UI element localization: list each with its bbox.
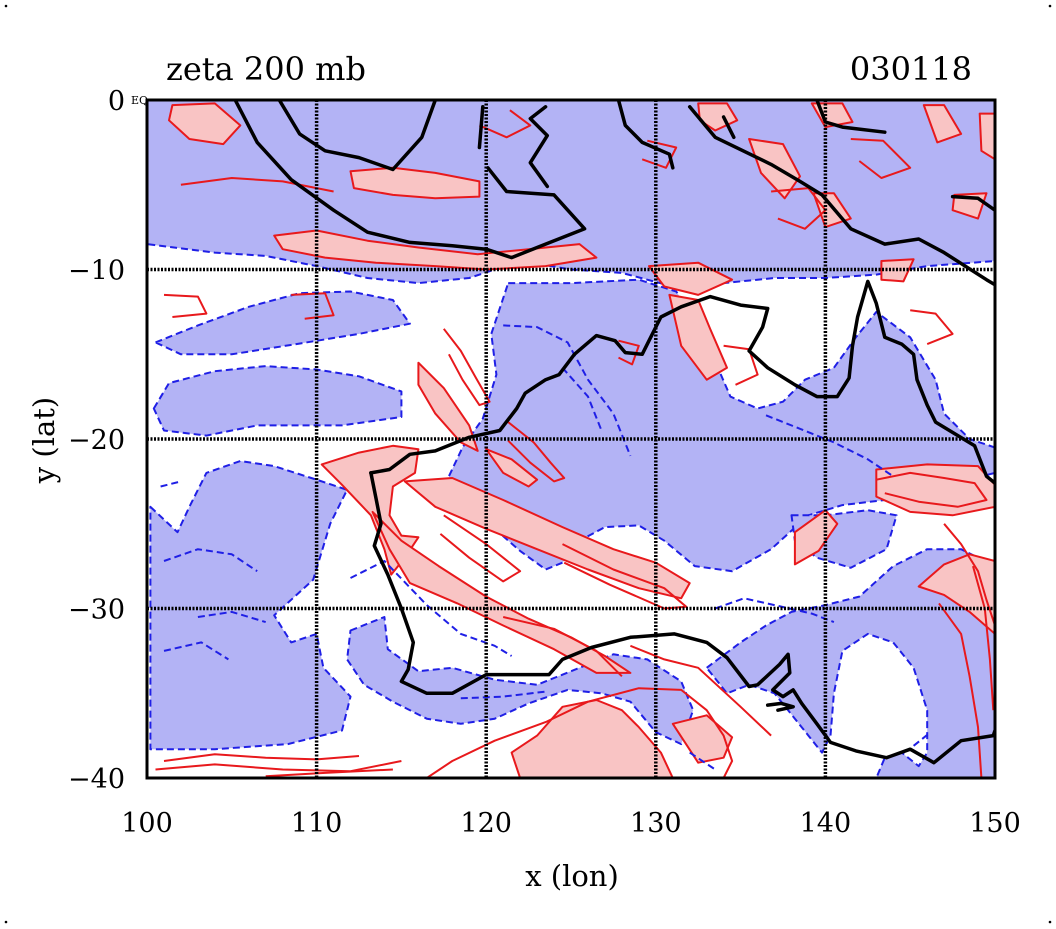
coastline-segment xyxy=(369,279,995,485)
coastline-segment xyxy=(950,194,995,212)
corner-mark xyxy=(4,920,8,924)
positive-contour-line xyxy=(876,471,988,508)
negative-contour-line xyxy=(503,324,632,457)
contour-lines xyxy=(155,109,995,778)
positive-contour-line xyxy=(163,293,208,318)
positive-contour-line xyxy=(910,309,954,346)
positive-contour-line xyxy=(943,523,995,626)
map-title: zeta 200 mb xyxy=(166,50,366,88)
positive-contour-line xyxy=(265,768,393,778)
positive-contour-line xyxy=(850,138,912,179)
y-tick-label: −40 xyxy=(68,764,125,795)
y-axis-tick-labels: 0 −10 −20 −30 −40 xyxy=(68,86,125,795)
corner-mark xyxy=(4,4,8,8)
positive-vorticity-region xyxy=(417,361,479,452)
coastline-segment xyxy=(815,100,887,134)
x-tick-label: 150 xyxy=(969,808,1021,839)
coastline-segment xyxy=(687,105,995,287)
negative-contour-line xyxy=(163,641,229,661)
negative-vorticity-region xyxy=(346,616,695,746)
y-tick-label: 0 xyxy=(108,86,125,117)
x-tick-label: 100 xyxy=(121,808,173,839)
coastline-segment xyxy=(233,100,587,260)
negative-contour-line xyxy=(714,597,835,624)
coastline xyxy=(233,100,995,765)
positive-contour-line xyxy=(439,514,522,583)
positive-contour-line xyxy=(630,644,772,737)
x-tick-label: 130 xyxy=(630,808,682,839)
positive-vorticity-region xyxy=(403,477,691,600)
lat-lon-grid xyxy=(147,100,995,778)
y-tick-label: −30 xyxy=(68,595,125,626)
negative-vorticity-region xyxy=(705,548,995,778)
positive-contour-line xyxy=(180,177,334,193)
positive-contour-line xyxy=(155,760,402,773)
positive-vorticity-region xyxy=(485,448,539,488)
corner-mark xyxy=(1048,4,1052,8)
positive-vorticity-region xyxy=(978,112,995,161)
x-tick-label: 110 xyxy=(291,808,343,839)
positive-vorticity-region xyxy=(371,510,632,674)
positive-contour-line xyxy=(443,328,491,407)
negative-contour-line xyxy=(689,751,716,771)
y-tick-label: −20 xyxy=(68,425,125,456)
coastline-segment xyxy=(477,105,485,150)
coastline-segment xyxy=(616,100,675,170)
coastline-segment xyxy=(721,115,736,140)
positive-vorticity-region xyxy=(349,166,481,200)
coastline-segment xyxy=(277,100,438,172)
plot-frame xyxy=(145,98,997,780)
positive-vorticity-region xyxy=(922,104,963,144)
positive-vorticity-region xyxy=(273,229,598,271)
negative-contour-line xyxy=(163,548,258,573)
positive-vorticity-region xyxy=(748,138,801,200)
map-date-label: 030118 xyxy=(850,50,972,88)
positive-contour-line xyxy=(938,602,983,778)
positive-contour-line xyxy=(972,565,995,711)
coastline-segment xyxy=(369,471,995,765)
equator-tag: EQ xyxy=(131,94,148,107)
positive-contour-line xyxy=(478,109,532,139)
positive-contour-line xyxy=(426,687,734,778)
coastline-segment xyxy=(528,105,550,189)
negative-contour-line xyxy=(160,480,182,488)
plot-area xyxy=(147,100,995,778)
positive-contour-line xyxy=(507,421,566,483)
x-axis-tick-labels: 100 110 120 130 140 150 xyxy=(121,808,1021,839)
negative-contour-line xyxy=(765,414,894,478)
y-tick-label: −10 xyxy=(68,256,125,287)
negative-contour-line xyxy=(912,731,932,747)
corner-mark xyxy=(1048,920,1052,924)
x-tick-label: 140 xyxy=(800,808,852,839)
coastline-segment xyxy=(765,701,795,712)
x-axis-label: x (lon) xyxy=(525,859,619,893)
y-axis-label: y (lat) xyxy=(27,397,61,484)
x-tick-label: 120 xyxy=(460,808,512,839)
positive-vorticity-fills xyxy=(168,102,995,778)
negative-contour-line xyxy=(460,690,546,700)
negative-contour-line xyxy=(197,610,266,624)
positive-vorticity-region xyxy=(168,102,242,146)
negative-vorticity-region xyxy=(149,460,352,751)
negative-vorticity-region xyxy=(154,290,411,356)
positive-contour-line xyxy=(291,292,335,320)
positive-vorticity-region xyxy=(875,463,995,517)
positive-contour-line xyxy=(723,344,759,386)
negative-vorticity-region xyxy=(152,365,403,437)
negative-contour-line xyxy=(350,560,513,657)
positive-contour-line xyxy=(502,616,623,678)
negative-contour-line xyxy=(561,367,603,431)
positive-contour-line xyxy=(163,753,360,762)
